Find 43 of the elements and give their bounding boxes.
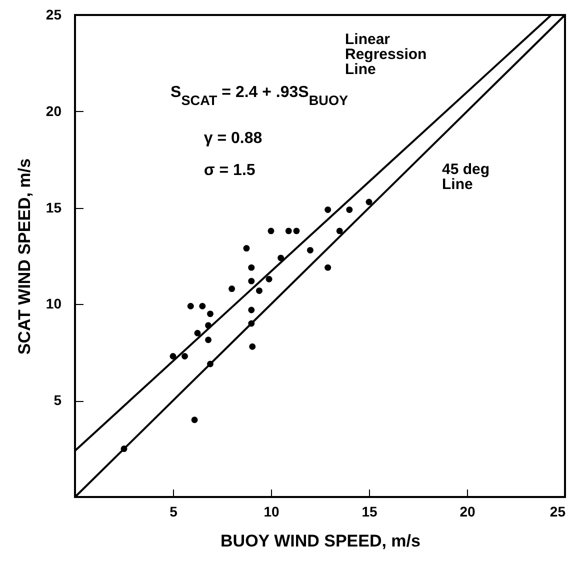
y-tick-label: 15 <box>46 199 62 216</box>
point <box>324 206 332 213</box>
point <box>293 228 300 234</box>
point <box>285 228 292 234</box>
x-tick-label: 5 <box>170 504 178 520</box>
point <box>324 264 332 271</box>
x-tick-label: 20 <box>460 504 476 520</box>
point <box>170 353 176 360</box>
point <box>268 228 274 234</box>
point <box>199 302 206 310</box>
point <box>306 246 314 254</box>
x-axis-title: BUOY WIND SPEED, m/s <box>220 532 420 550</box>
point <box>243 245 250 252</box>
annotation: γ = 0.88 <box>204 130 262 147</box>
y-tick-label: 5 <box>54 392 62 408</box>
x-tick-label: 25 <box>550 504 566 520</box>
point <box>248 306 255 314</box>
point <box>207 310 214 318</box>
annotation: 45 deg Line <box>442 161 490 194</box>
point <box>182 353 188 360</box>
point <box>249 343 256 350</box>
point <box>346 206 353 213</box>
annotation: Linear Regression Line <box>344 30 427 78</box>
point <box>205 336 212 344</box>
y-tick-label: 25 <box>46 6 62 22</box>
point <box>366 198 372 206</box>
point <box>187 302 194 310</box>
x-tick-label: 10 <box>264 504 280 520</box>
y-tick-label: 10 <box>46 296 62 312</box>
point <box>228 286 236 292</box>
x-tick-label: 15 <box>362 504 378 520</box>
y-axis-title: SCAT WIND SPEED, m/s <box>14 158 34 355</box>
annotation: S$_{SCAT}$ = 2.4 + .93S$_{BUOY}$ <box>170 84 348 109</box>
point <box>336 228 343 234</box>
annotation: σ = 1.5 <box>204 162 256 180</box>
point <box>266 276 272 282</box>
y-tick-label: 20 <box>46 102 62 119</box>
point <box>194 330 201 336</box>
point <box>248 264 255 271</box>
point <box>278 254 284 262</box>
point <box>191 416 198 424</box>
point <box>248 278 255 284</box>
point <box>256 287 262 294</box>
